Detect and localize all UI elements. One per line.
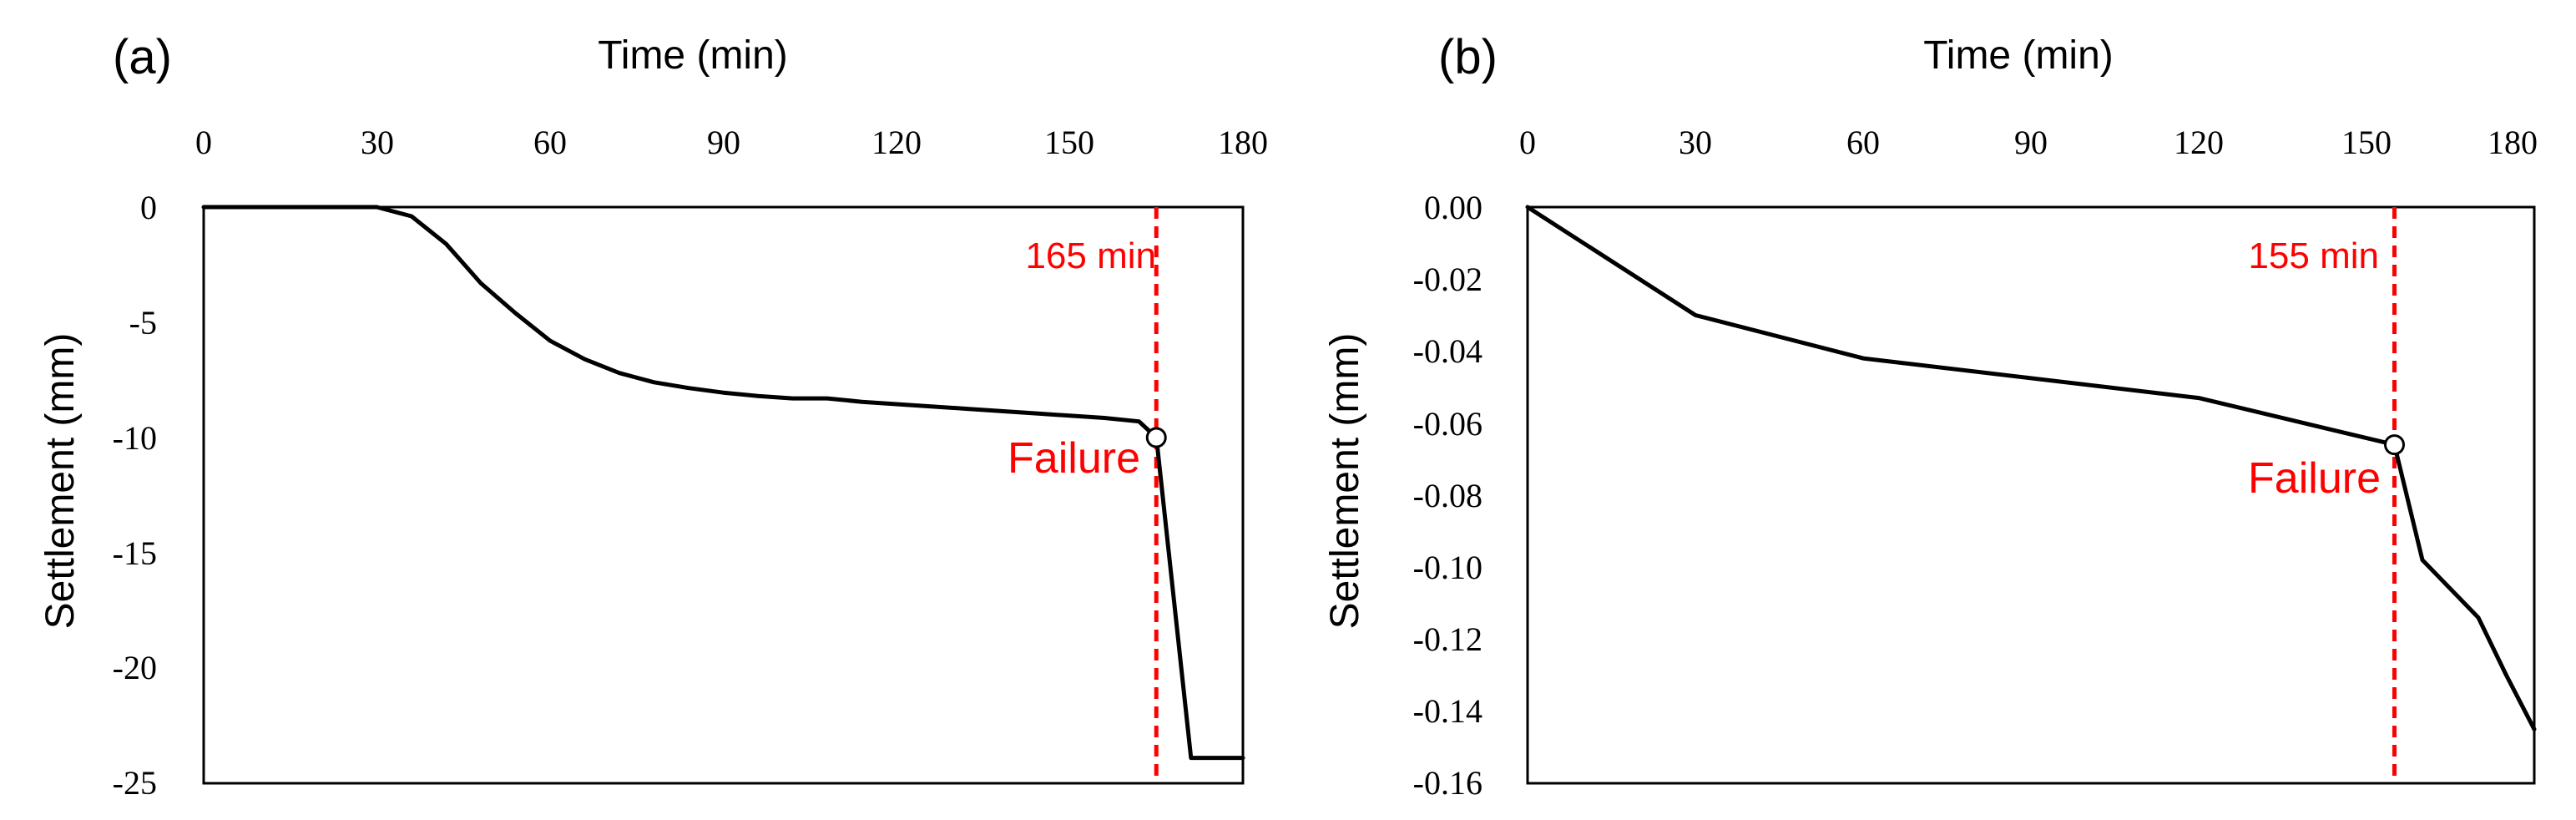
x-tick-label: 0 [195,124,212,161]
y-tick-label: -25 [113,764,157,802]
failure-time-label: 165 min [1025,235,1156,276]
y-tick-label: -0.04 [1413,332,1482,370]
y-tick-label: -0.14 [1413,692,1482,730]
chart-panel-a: (a) Time (min) Settlement (mm) 0 30 60 9… [38,30,1268,802]
x-tick-label: 120 [2174,124,2224,161]
failure-label: Failure [1008,434,1140,483]
failure-point-marker [1145,427,1167,448]
y-tick-label: -0.02 [1413,261,1482,298]
plot-frame [202,205,1245,785]
y-tick-label: -0.12 [1413,620,1482,658]
x-tick-labels: 0 30 60 90 120 150 180 [195,124,1268,161]
x-tick-label: 180 [1218,124,1268,161]
y-axis-title: Settlement (mm) [38,333,83,630]
y-tick-label: -0.10 [1413,549,1482,586]
x-axis-title: Time (min) [1923,33,2114,78]
y-tick-label: 0 [140,189,157,226]
y-tick-label: -0.06 [1413,405,1482,443]
plot-frame [1526,205,2536,785]
x-tick-label: 180 [2488,124,2538,161]
x-tick-labels: 0 30 60 90 120 150 180 [1519,124,2538,161]
y-axis-title: Settlement (mm) [1323,333,1367,630]
y-tick-labels: 0.00 -0.02 -0.04 -0.06 -0.08 -0.10 -0.12… [1413,189,1482,802]
settlement-line [201,205,1245,761]
x-tick-label: 90 [2014,124,2048,161]
x-tick-label: 0 [1519,124,1536,161]
x-tick-label: 150 [2341,124,2392,161]
failure-label: Failure [2248,454,2381,503]
x-tick-label: 30 [1679,124,1712,161]
x-tick-label: 90 [707,124,740,161]
x-tick-label: 150 [1044,124,1094,161]
settlement-line [1525,205,2537,731]
y-tick-label: 0.00 [1424,189,1482,226]
y-tick-label: -10 [113,419,157,457]
y-tick-label: -0.08 [1413,477,1482,514]
x-tick-label: 30 [361,124,394,161]
y-tick-labels: 0 -5 -10 -15 -20 -25 [113,189,157,802]
x-tick-label: 60 [533,124,567,161]
y-tick-label: -0.16 [1413,764,1482,802]
failure-time-label: 155 min [2248,235,2379,276]
x-tick-label: 120 [871,124,922,161]
chart-panel-b: (b) Time (min) Settlement (mm) 0 30 60 9… [1323,30,2538,802]
panel-label: (b) [1438,30,1498,84]
y-tick-label: -15 [113,534,157,572]
failure-point-marker [2384,434,2405,456]
x-tick-label: 60 [1846,124,1880,161]
y-tick-label: -20 [113,649,157,686]
x-axis-title: Time (min) [598,33,788,78]
y-tick-label: -5 [129,304,157,342]
panel-label: (a) [113,30,172,84]
